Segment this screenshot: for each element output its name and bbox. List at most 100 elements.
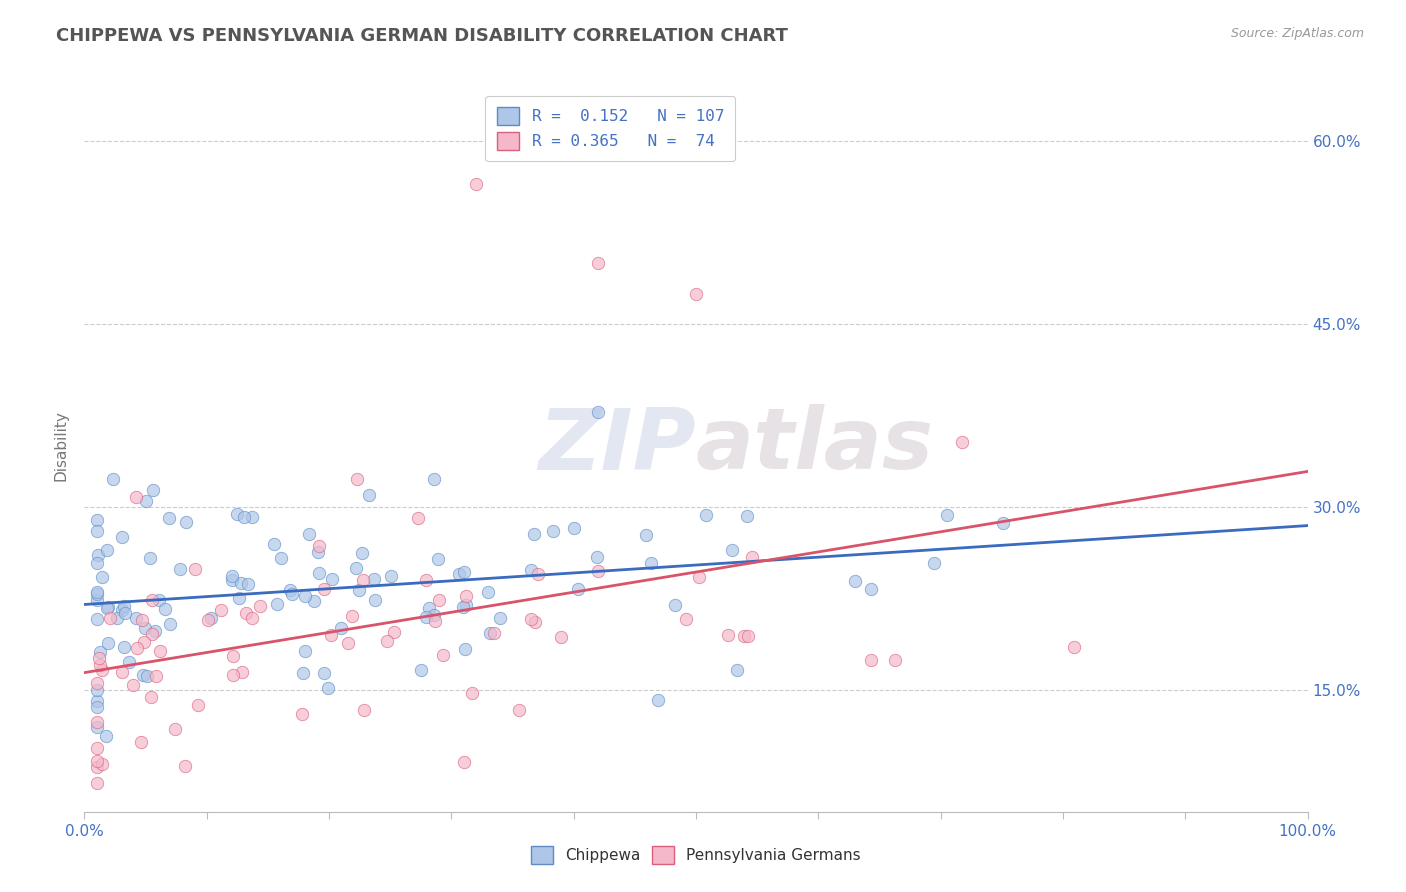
- Point: [141, 593, 163, 607]
- Point: [860, 582, 883, 596]
- Point: [153, 602, 176, 616]
- Point: [139, 551, 162, 566]
- Point: [86, 587, 108, 601]
- Point: [319, 628, 342, 642]
- Point: [86, 776, 108, 790]
- Point: [125, 491, 148, 505]
- Point: [165, 723, 187, 737]
- Point: [415, 573, 437, 587]
- Point: [415, 609, 437, 624]
- Point: [922, 556, 945, 570]
- Point: [364, 592, 387, 607]
- Point: [235, 606, 257, 620]
- Point: [135, 668, 157, 682]
- Text: Source: ZipAtlas.com: Source: ZipAtlas.com: [1230, 27, 1364, 40]
- Point: [111, 603, 134, 617]
- Point: [859, 653, 882, 667]
- Point: [86, 675, 108, 690]
- Point: [461, 686, 484, 700]
- Point: [453, 755, 475, 769]
- Point: [86, 740, 108, 755]
- Point: [231, 665, 253, 680]
- Point: [352, 546, 374, 560]
- Point: [141, 626, 163, 640]
- Point: [91, 569, 114, 583]
- Text: CHIPPEWA VS PENNSYLVANIA GERMAN DISABILITY CORRELATION CHART: CHIPPEWA VS PENNSYLVANIA GERMAN DISABILI…: [56, 27, 789, 45]
- Point: [103, 472, 125, 486]
- Point: [159, 616, 181, 631]
- Point: [263, 537, 285, 551]
- Point: [132, 634, 155, 648]
- Point: [91, 757, 114, 772]
- Point: [586, 549, 609, 564]
- Point: [148, 644, 170, 658]
- Point: [725, 663, 748, 677]
- Point: [111, 530, 134, 544]
- Point: [418, 601, 440, 615]
- Point: [86, 585, 108, 599]
- Point: [91, 663, 114, 677]
- Point: [111, 665, 134, 679]
- Point: [200, 610, 222, 624]
- Point: [122, 678, 145, 692]
- Point: [143, 624, 166, 639]
- Point: [145, 669, 167, 683]
- Point: [240, 611, 263, 625]
- Point: [314, 582, 336, 596]
- Point: [382, 624, 405, 639]
- Point: [94, 729, 117, 743]
- Point: [427, 552, 450, 566]
- Point: [329, 621, 352, 635]
- Point: [422, 607, 444, 622]
- Point: [302, 594, 325, 608]
- Point: [294, 644, 316, 658]
- Point: [142, 483, 165, 497]
- Point: [695, 508, 717, 523]
- Point: [221, 573, 243, 587]
- Point: [519, 612, 541, 626]
- Point: [131, 613, 153, 627]
- Point: [148, 593, 170, 607]
- Point: [664, 598, 686, 612]
- Point: [266, 597, 288, 611]
- Point: [197, 613, 219, 627]
- Point: [86, 760, 108, 774]
- Point: [134, 621, 156, 635]
- Point: [479, 625, 502, 640]
- Point: [183, 562, 205, 576]
- Point: [229, 575, 252, 590]
- Point: [429, 593, 451, 607]
- Text: atlas: atlas: [696, 404, 934, 488]
- Point: [135, 493, 157, 508]
- Point: [209, 603, 232, 617]
- Point: [232, 510, 254, 524]
- Point: [114, 606, 136, 620]
- Point: [86, 720, 108, 734]
- Point: [89, 658, 111, 673]
- Point: [721, 543, 744, 558]
- Point: [280, 582, 302, 597]
- Point: [118, 655, 141, 669]
- Point: [89, 645, 111, 659]
- Point: [125, 641, 148, 656]
- Point: [87, 548, 110, 562]
- Point: [675, 612, 697, 626]
- Point: [86, 612, 108, 626]
- Point: [105, 611, 128, 625]
- Point: [482, 625, 505, 640]
- Point: [406, 511, 429, 525]
- Point: [508, 703, 530, 717]
- Point: [176, 515, 198, 529]
- Point: [97, 600, 120, 615]
- Point: [586, 405, 609, 419]
- Point: [225, 507, 247, 521]
- Point: [112, 640, 135, 654]
- Point: [307, 545, 329, 559]
- Point: [550, 630, 572, 644]
- Point: [363, 572, 385, 586]
- Point: [292, 666, 315, 681]
- Point: [316, 681, 339, 696]
- Point: [451, 599, 474, 614]
- Legend: Chippewa, Pennsylvania Germans: Chippewa, Pennsylvania Germans: [524, 840, 868, 870]
- Point: [294, 589, 316, 603]
